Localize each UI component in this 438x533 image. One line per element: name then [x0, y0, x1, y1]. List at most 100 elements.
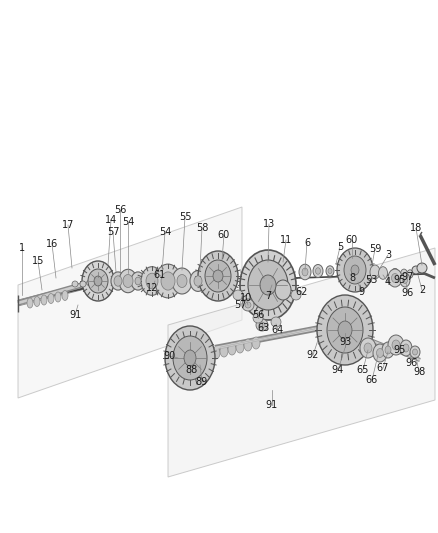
Text: 64: 64	[272, 325, 284, 335]
Ellipse shape	[220, 345, 228, 357]
Text: 97: 97	[402, 272, 414, 282]
Ellipse shape	[344, 256, 366, 284]
Text: 91: 91	[266, 400, 278, 410]
Ellipse shape	[55, 292, 61, 302]
Text: 5: 5	[337, 242, 343, 252]
Ellipse shape	[41, 295, 47, 305]
Ellipse shape	[407, 270, 413, 278]
Ellipse shape	[256, 319, 268, 331]
Ellipse shape	[417, 263, 427, 273]
Ellipse shape	[385, 346, 391, 354]
Text: 2: 2	[419, 285, 425, 295]
Ellipse shape	[337, 248, 373, 292]
Ellipse shape	[275, 280, 291, 300]
Text: 13: 13	[263, 219, 275, 229]
Text: 90: 90	[164, 351, 176, 361]
Ellipse shape	[194, 276, 202, 286]
Ellipse shape	[204, 349, 212, 361]
Ellipse shape	[80, 281, 86, 287]
Ellipse shape	[403, 277, 407, 284]
Ellipse shape	[245, 302, 251, 308]
Ellipse shape	[364, 343, 372, 353]
Text: 94: 94	[332, 365, 344, 375]
Text: 98: 98	[413, 367, 425, 377]
Text: 89: 89	[196, 377, 208, 387]
Ellipse shape	[94, 276, 102, 286]
Ellipse shape	[228, 343, 236, 355]
Ellipse shape	[165, 326, 215, 390]
Text: 57: 57	[107, 227, 119, 237]
Ellipse shape	[62, 290, 68, 301]
Ellipse shape	[400, 340, 412, 356]
Ellipse shape	[392, 340, 400, 350]
Ellipse shape	[213, 270, 223, 282]
Ellipse shape	[253, 313, 263, 323]
Text: 17: 17	[62, 220, 74, 230]
Text: 59: 59	[369, 244, 381, 254]
Text: 14: 14	[105, 215, 117, 225]
Text: 9: 9	[358, 287, 364, 297]
Text: 93: 93	[339, 337, 351, 347]
Polygon shape	[18, 207, 242, 398]
Ellipse shape	[135, 277, 141, 285]
Text: 55: 55	[179, 212, 191, 222]
Ellipse shape	[327, 307, 363, 353]
Text: 3: 3	[385, 250, 391, 260]
Ellipse shape	[382, 342, 394, 358]
Ellipse shape	[326, 266, 334, 276]
Ellipse shape	[370, 265, 380, 279]
Ellipse shape	[190, 271, 206, 292]
Ellipse shape	[123, 274, 133, 287]
Ellipse shape	[114, 276, 122, 286]
Text: 58: 58	[196, 223, 208, 233]
Ellipse shape	[27, 298, 33, 308]
Ellipse shape	[212, 347, 220, 359]
Polygon shape	[168, 248, 435, 477]
Ellipse shape	[391, 269, 399, 280]
Text: 12: 12	[146, 283, 158, 293]
Ellipse shape	[413, 349, 417, 355]
Text: 54: 54	[159, 227, 171, 237]
Ellipse shape	[242, 299, 254, 311]
Text: 61: 61	[154, 270, 166, 280]
Ellipse shape	[360, 338, 376, 358]
Ellipse shape	[259, 322, 265, 328]
Ellipse shape	[161, 272, 175, 290]
Ellipse shape	[299, 264, 311, 280]
Ellipse shape	[317, 295, 373, 365]
Ellipse shape	[400, 273, 410, 287]
Ellipse shape	[400, 269, 407, 279]
Text: 18: 18	[410, 223, 422, 233]
Ellipse shape	[131, 272, 145, 290]
Ellipse shape	[313, 264, 323, 278]
Ellipse shape	[233, 290, 243, 300]
Ellipse shape	[88, 269, 108, 293]
Text: 60: 60	[346, 235, 358, 245]
Ellipse shape	[392, 273, 399, 282]
Text: 53: 53	[365, 275, 377, 285]
Text: 66: 66	[366, 375, 378, 385]
Text: 95: 95	[394, 275, 406, 285]
Ellipse shape	[377, 349, 384, 358]
Ellipse shape	[236, 341, 244, 353]
Text: 62: 62	[296, 287, 308, 297]
Ellipse shape	[82, 261, 114, 301]
Text: 65: 65	[357, 365, 369, 375]
Ellipse shape	[291, 290, 301, 300]
Ellipse shape	[119, 269, 137, 293]
Text: 10: 10	[240, 293, 252, 303]
Ellipse shape	[34, 296, 40, 306]
Text: 88: 88	[186, 365, 198, 375]
Text: 15: 15	[32, 256, 44, 266]
Text: 57: 57	[234, 300, 246, 310]
Ellipse shape	[172, 268, 192, 294]
Ellipse shape	[248, 260, 288, 310]
Text: 54: 54	[122, 217, 134, 227]
Ellipse shape	[184, 350, 196, 366]
Ellipse shape	[86, 280, 92, 286]
Ellipse shape	[388, 335, 404, 355]
Text: 56: 56	[114, 205, 126, 215]
Text: 60: 60	[218, 230, 230, 240]
Ellipse shape	[252, 337, 260, 349]
Ellipse shape	[302, 268, 308, 276]
